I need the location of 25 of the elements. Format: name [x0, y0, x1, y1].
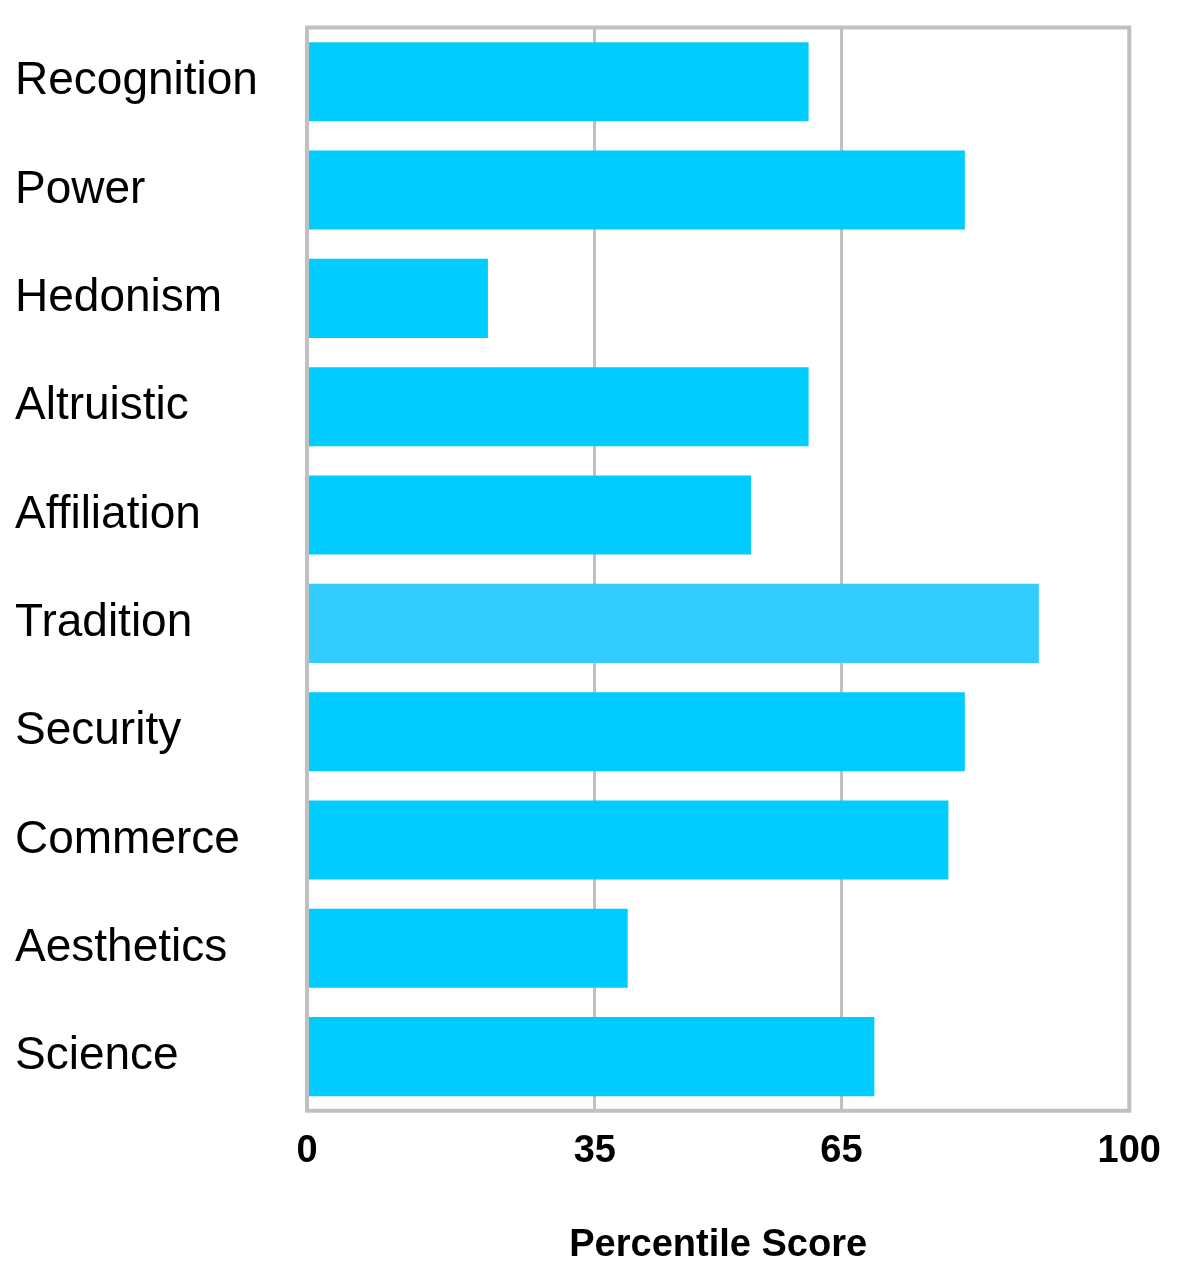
bar: [308, 800, 949, 880]
x-tick-label: 65: [820, 1128, 863, 1171]
bar: [308, 258, 488, 338]
y-tick-label: Recognition: [15, 52, 258, 105]
y-tick-label: Power: [15, 160, 146, 213]
bar: [308, 692, 965, 772]
bar: [308, 150, 965, 230]
bar: [308, 475, 752, 555]
y-tick-label: Security: [15, 702, 182, 755]
y-tick-label: Science: [15, 1027, 179, 1080]
y-tick-label: Hedonism: [15, 269, 223, 322]
bar: [308, 583, 1039, 663]
bar: [308, 908, 628, 988]
x-tick-label: 0: [296, 1128, 318, 1171]
y-tick-label: Aesthetics: [15, 919, 228, 972]
bar: [308, 367, 809, 447]
y-tick-label: Commerce: [15, 810, 240, 863]
x-tick-label: 35: [573, 1128, 616, 1171]
bar: [308, 1017, 875, 1097]
bar: [308, 42, 809, 122]
x-tick-label: 100: [1097, 1128, 1161, 1171]
x-axis-title: Percentile Score: [569, 1221, 868, 1264]
y-tick-label: Tradition: [15, 594, 193, 647]
y-tick-label: Altruistic: [15, 377, 189, 430]
y-tick-label: Affiliation: [15, 485, 201, 538]
